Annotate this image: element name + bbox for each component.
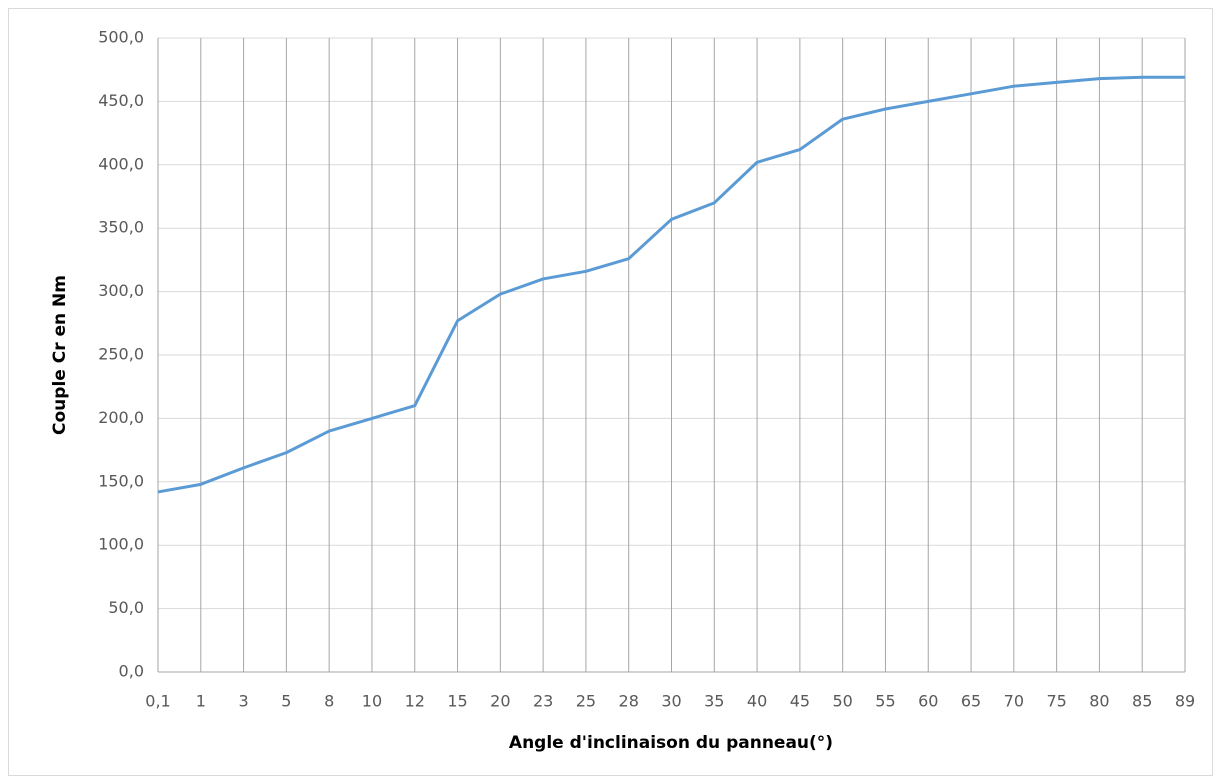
x-tick-label: 15 — [447, 692, 467, 711]
x-axis-title: Angle d'inclinaison du panneau(°) — [509, 733, 833, 753]
y-tick-label: 350,0 — [98, 218, 144, 237]
y-tick-label: 500,0 — [98, 28, 144, 47]
y-tick-label: 150,0 — [98, 471, 144, 490]
x-tick-label: 45 — [790, 692, 810, 711]
x-tick-label: 70 — [1004, 692, 1024, 711]
y-axis-title: Couple Cr en Nm — [50, 275, 70, 435]
x-tick-label: 50 — [832, 692, 852, 711]
x-tick-label: 35 — [704, 692, 724, 711]
y-tick-label: 0,0 — [119, 662, 144, 681]
x-tick-label: 55 — [875, 692, 895, 711]
x-tick-label: 28 — [619, 692, 639, 711]
x-tick-label: 12 — [405, 692, 425, 711]
x-tick-label: 10 — [362, 692, 382, 711]
y-tick-label: 50,0 — [108, 598, 144, 617]
x-tick-label: 75 — [1046, 692, 1066, 711]
chart-border — [8, 8, 1213, 776]
line-series — [157, 75, 1185, 494]
x-tick-label: 25 — [576, 692, 596, 711]
y-tick-label: 200,0 — [98, 408, 144, 427]
x-tick-label: 89 — [1175, 692, 1195, 711]
x-tick-label: 0,1 — [145, 692, 170, 711]
y-tick-label: 250,0 — [98, 345, 144, 364]
x-tick-label: 1 — [196, 692, 206, 711]
x-tick-label: 8 — [324, 692, 334, 711]
y-tick-label: 100,0 — [98, 535, 144, 554]
x-tick-label: 80 — [1089, 692, 1109, 711]
x-tick-label: 5 — [281, 692, 291, 711]
x-tick-label: 60 — [918, 692, 938, 711]
x-tick-label: 65 — [961, 692, 981, 711]
y-tick-label: 400,0 — [98, 154, 144, 173]
y-tick-label: 300,0 — [98, 281, 144, 300]
x-tick-label: 3 — [238, 692, 248, 711]
y-tick-label: 450,0 — [98, 91, 144, 110]
x-tick-label: 40 — [747, 692, 767, 711]
x-tick-label: 20 — [490, 692, 510, 711]
x-tick-label: 23 — [533, 692, 553, 711]
x-tick-label: 85 — [1132, 692, 1152, 711]
x-tick-label: 30 — [661, 692, 681, 711]
